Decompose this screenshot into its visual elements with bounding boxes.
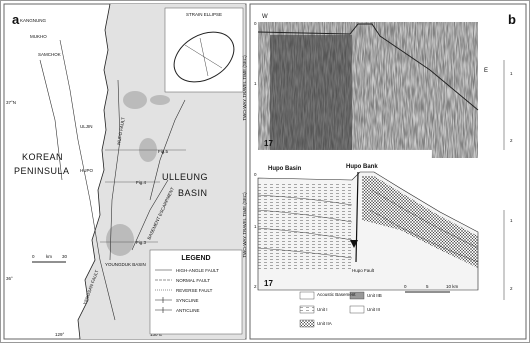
legend-item: Unit IIB xyxy=(367,293,382,298)
panel-a: STRAIN ELLIPSE a KANGNUNG MUKHO SAMCHOK … xyxy=(3,3,247,340)
legend-item: SYNCLINE xyxy=(176,298,199,303)
axis-title: TWO-WAY TRAVEL TIME (SEC) xyxy=(242,192,247,258)
hupo-fault xyxy=(355,171,359,263)
legend-item: Unit I xyxy=(317,307,328,312)
longitude: 130°E xyxy=(150,332,162,337)
legend xyxy=(299,291,365,328)
place: KANGNUNG xyxy=(20,18,47,23)
latitude: 37°N xyxy=(6,100,16,105)
scale-label: km xyxy=(46,254,52,259)
place: SAMCHOK xyxy=(38,52,61,57)
legend-item: ANTICLINE xyxy=(176,308,200,313)
legend-symbols xyxy=(155,269,172,313)
feature-label: Hupo Fault xyxy=(352,268,375,273)
legend-item: Unit III xyxy=(367,307,380,312)
tick: 1 xyxy=(254,81,257,86)
ellipse-axes xyxy=(184,37,223,77)
panel-b: b W E 17 TWO-WAY TRAVEL TIME (SEC) 0 1 1… xyxy=(242,3,527,340)
profile-lines xyxy=(100,149,186,243)
unit-iia xyxy=(362,176,478,268)
scale-label: 0 xyxy=(32,254,35,259)
seafloor xyxy=(257,23,479,111)
tick: 1 xyxy=(254,224,257,229)
faults xyxy=(39,39,186,321)
unit-i xyxy=(258,182,352,270)
legend-item: REVERSE FAULT xyxy=(176,288,213,293)
legend xyxy=(149,249,243,335)
scale-label: 10 km xyxy=(446,284,459,289)
legend-item: Acoustic Basement xyxy=(317,292,356,297)
latitude: 36° xyxy=(6,276,13,281)
figure-ref: Fig.4 xyxy=(136,180,147,185)
region: BASIN xyxy=(178,188,208,198)
feature-label: Hupo Basin xyxy=(268,166,302,172)
hupo-basin-fill xyxy=(270,35,352,150)
coastline xyxy=(77,3,111,340)
tick: 0 xyxy=(254,21,257,26)
tick: 0 xyxy=(254,172,257,177)
feature-label: Hupo Bank xyxy=(346,164,378,170)
region: KOREAN xyxy=(22,152,63,162)
tick: 1 xyxy=(510,71,513,76)
longitude: 129° xyxy=(55,332,65,337)
legend-title: LEGEND xyxy=(181,255,210,262)
region: PENINSULA xyxy=(14,166,70,176)
scale-label: 30 xyxy=(62,254,68,259)
axis-title: TWO-WAY TRAVEL TIME (SEC) xyxy=(242,55,247,121)
legend-item: HIGH-ANGLE FAULT xyxy=(176,268,219,273)
feature: HUPO FAULT xyxy=(116,117,126,146)
line-number: 17 xyxy=(264,279,273,288)
feature: YOUNGDUK BASIN xyxy=(105,262,146,267)
scale-label: 5 xyxy=(426,284,429,289)
inset-title: STRAIN ELLIPSE xyxy=(186,12,222,17)
region: ULLEUNG xyxy=(162,172,208,182)
tick: 2 xyxy=(254,284,257,289)
panel-label: a xyxy=(12,12,20,27)
fault-arrow xyxy=(350,240,358,248)
direction: W xyxy=(262,14,268,20)
tick: 1 xyxy=(510,218,513,223)
strain-ellipse xyxy=(173,31,235,83)
scale-label: 0 xyxy=(404,284,407,289)
horizons xyxy=(257,189,479,263)
place: ULJIN xyxy=(80,124,93,129)
figure-ref: Fig.5 xyxy=(158,149,169,154)
panel-label: b xyxy=(508,12,516,27)
line-number: 17 xyxy=(264,139,273,148)
legend-item: Unit IIA xyxy=(317,321,332,326)
inset xyxy=(164,7,244,93)
direction: E xyxy=(484,68,488,74)
tick: 2 xyxy=(510,286,513,291)
place: HUPO xyxy=(80,168,94,173)
legend-item: NORMAL FAULT xyxy=(176,278,210,283)
tick: 2 xyxy=(510,138,513,143)
place: MUKHO xyxy=(30,34,47,39)
figure-ref: Fig.3 xyxy=(136,240,147,245)
